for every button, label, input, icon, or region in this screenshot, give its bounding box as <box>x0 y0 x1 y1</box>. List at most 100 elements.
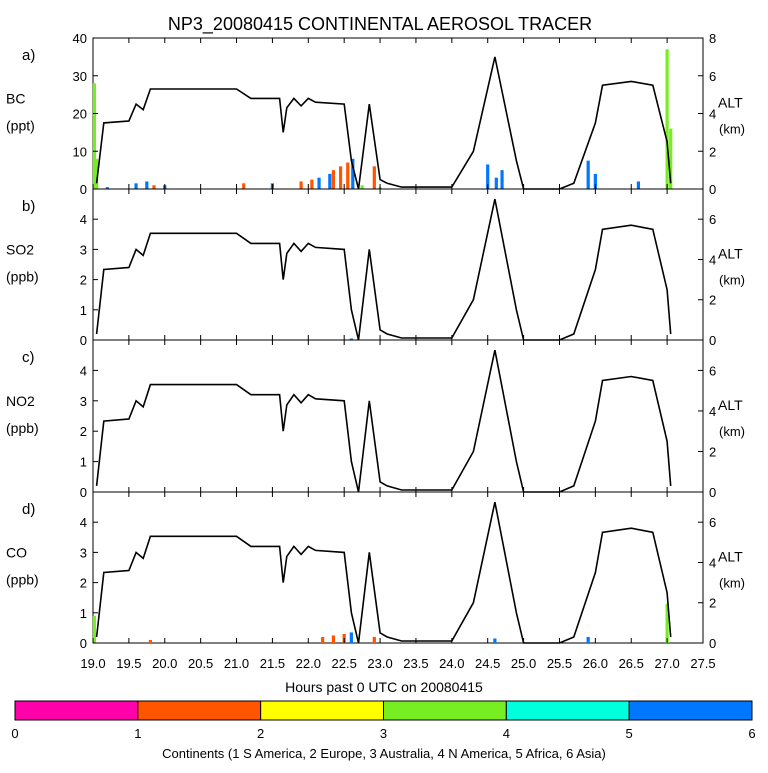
tracer-bar <box>669 128 673 189</box>
y-tick-label: 0 <box>80 333 87 348</box>
alt-tick-label: 2 <box>709 144 716 159</box>
alt-tick-label: 4 <box>709 107 716 122</box>
y-tick-label: 2 <box>80 273 87 288</box>
chart-title: NP3_20080415 CONTINENTAL AEROSOL TRACER <box>168 14 592 35</box>
y-tick-label: 20 <box>73 107 87 122</box>
y-tick-label: 0 <box>80 182 87 197</box>
tracer-bar <box>331 635 336 643</box>
y-tick-label: 3 <box>80 242 87 257</box>
altitude-line <box>95 501 672 644</box>
y-tick-label: 0 <box>80 485 87 500</box>
panel-bc: 0 10 20 30 40 0 2 4 6 8 a) BC (ppt) ALT (km) <box>6 31 745 197</box>
x-tick-label: 20.5 <box>188 656 213 671</box>
y-tick-label: 10 <box>73 144 87 159</box>
x-axis-label: Hours past 0 UTC on 20080415 <box>285 679 483 695</box>
colorbar-tick-label: 2 <box>257 726 264 741</box>
units-label: (ppb) <box>6 269 39 285</box>
panel-frame <box>92 339 704 493</box>
alt-tick-label: 6 <box>709 363 716 378</box>
alt-label: ALT <box>718 246 743 262</box>
x-tick-label: 23.0 <box>367 656 392 671</box>
alt-label: ALT <box>718 95 743 111</box>
alt-tick-label: 4 <box>709 404 716 419</box>
tracer-bar <box>134 183 138 189</box>
alt-units-label: (km) <box>719 424 745 439</box>
tracer-bar <box>500 170 504 189</box>
alt-tick-label: 2 <box>709 596 716 611</box>
altitude-line <box>95 349 672 493</box>
y-tick-label: 1 <box>80 606 87 621</box>
alt-tick-label: 6 <box>709 212 716 227</box>
species-label: CO <box>6 545 27 561</box>
tracer-bar <box>148 639 153 643</box>
x-tick-label: 24.0 <box>439 656 464 671</box>
x-tick-label: 27.5 <box>690 656 715 671</box>
panel-co: 0 1 2 3 4 0 2 4 6 d) CO (ppb) ALT (km) <box>6 491 745 651</box>
colorbar-tick-label: 6 <box>748 726 755 741</box>
colorbar-segment <box>628 700 753 721</box>
colorbar-segment <box>505 700 630 721</box>
tracer-bar <box>92 83 97 189</box>
alt-tick-label: 0 <box>709 333 716 348</box>
x-tick-label: 26.0 <box>583 656 608 671</box>
tracer-bar <box>636 181 641 189</box>
y-tick-label: 1 <box>80 455 87 470</box>
tracer-bar <box>338 166 343 189</box>
panel-label: c) <box>22 349 35 366</box>
tracer-bar <box>486 164 490 189</box>
alt-tick-label: 0 <box>709 182 716 197</box>
colorbar-tick-label: 1 <box>134 726 141 741</box>
tracer-bar <box>360 185 364 189</box>
tracer-bar <box>665 603 669 643</box>
colorbar: 0 1 2 3 4 5 6 <box>11 700 756 741</box>
tracer-bar <box>317 177 321 189</box>
panel-no2: 0 1 2 3 4 0 2 4 6 c) NO2 (ppb) ALT (km) <box>6 339 745 500</box>
altitude-line <box>95 198 672 341</box>
panel-so2: 0 1 2 3 4 0 2 4 6 b) SO2 (ppb) ALT (km) <box>6 188 745 348</box>
x-tick-labels: 19.0 19.5 20.0 20.5 21.0 21.5 22.0 22.5 23.0 23.5… <box>80 656 715 671</box>
tracer-bar <box>665 49 669 190</box>
y-tick-label: 3 <box>80 545 87 560</box>
x-tick-label: 21.0 <box>224 656 249 671</box>
tracer-bar <box>152 185 156 189</box>
alt-tick-label: 8 <box>709 31 716 46</box>
tracer-bar <box>346 162 350 189</box>
x-tick-label: 24.5 <box>475 656 500 671</box>
y-tick-label: 4 <box>80 515 87 530</box>
tracer-bar <box>586 636 590 643</box>
tracer-bar <box>328 173 332 189</box>
colorbar-segment <box>137 700 262 721</box>
x-tick-label: 22.0 <box>296 656 321 671</box>
tracer-bar <box>94 158 99 189</box>
tracer-bar <box>331 170 336 189</box>
tracer-bar <box>105 187 109 189</box>
alt-tick-label: 2 <box>709 444 716 459</box>
alt-label: ALT <box>718 549 743 565</box>
tracer-bar <box>349 632 353 643</box>
colorbar-tick-label: 4 <box>503 726 510 741</box>
panel-label: d) <box>22 501 35 518</box>
units-label: (ppb) <box>6 572 39 588</box>
x-tick-label: 21.5 <box>260 656 285 671</box>
units-label: (ppt) <box>6 118 35 134</box>
species-label: BC <box>6 91 25 107</box>
alt-tick-label: 0 <box>709 636 716 651</box>
alt-tick-label: 6 <box>709 69 716 84</box>
tracer-bar <box>92 615 97 643</box>
y-tick-label: 4 <box>80 212 87 227</box>
x-tick-label: 26.5 <box>619 656 644 671</box>
y-tick-label: 30 <box>73 69 87 84</box>
tracer-bar <box>242 183 246 189</box>
y-tick-label: 3 <box>80 394 87 409</box>
x-tick-label: 27.0 <box>654 656 679 671</box>
panel-frame <box>92 491 704 644</box>
y-tick-label: 4 <box>80 363 87 378</box>
species-label: SO2 <box>6 242 34 258</box>
x-tick-label: 19.5 <box>116 656 141 671</box>
x-tick-label: 25.5 <box>547 656 572 671</box>
tracer-bar <box>145 181 149 189</box>
tracer-bar <box>351 158 355 189</box>
alt-units-label: (km) <box>719 576 745 591</box>
